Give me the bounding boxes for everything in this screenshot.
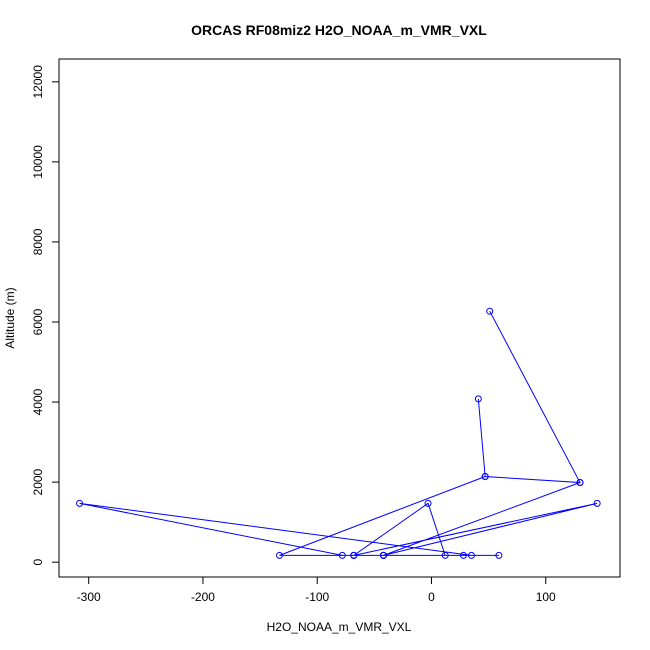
chart-title: ORCAS RF08miz2 H2O_NOAA_m_VMR_VXL [191,22,487,38]
data-point [486,307,494,315]
data-point [459,551,467,559]
series-lines [79,310,598,556]
x-axis-label: H2O_NOAA_m_VMR_VXL [267,620,412,634]
data-point [576,479,584,487]
y-tick-label: 4000 [31,388,45,415]
data-point [379,551,387,559]
series-line [79,310,598,556]
data-point [441,551,449,559]
y-tick-label: 6000 [31,308,45,335]
y-axis: 0 2000 4000 6000 8000 10000 12000 [31,65,59,566]
data-point [276,551,284,559]
x-axis: -300 -200 -100 0 100 [77,577,556,604]
x-tick-label: 100 [536,590,556,604]
data-point [474,395,482,403]
data-point [424,499,432,507]
data-point [350,551,358,559]
x-tick-label: -200 [191,590,215,604]
x-tick-label: 0 [428,590,435,604]
plot-frame [58,58,621,578]
y-tick-label: 2000 [31,468,45,495]
data-point [467,551,475,559]
y-tick-label: 12000 [31,65,45,99]
data-point [338,551,346,559]
data-point [593,499,601,507]
x-tick-label: -300 [77,590,101,604]
data-point [481,473,489,481]
data-point [76,499,84,507]
y-tick-label: 0 [31,559,45,566]
y-axis-label: Altitude (m) [3,287,17,348]
y-tick-label: 8000 [31,228,45,255]
data-point [495,551,503,559]
y-tick-label: 10000 [31,145,45,179]
series-points [76,307,601,559]
x-tick-label: -100 [305,590,329,604]
